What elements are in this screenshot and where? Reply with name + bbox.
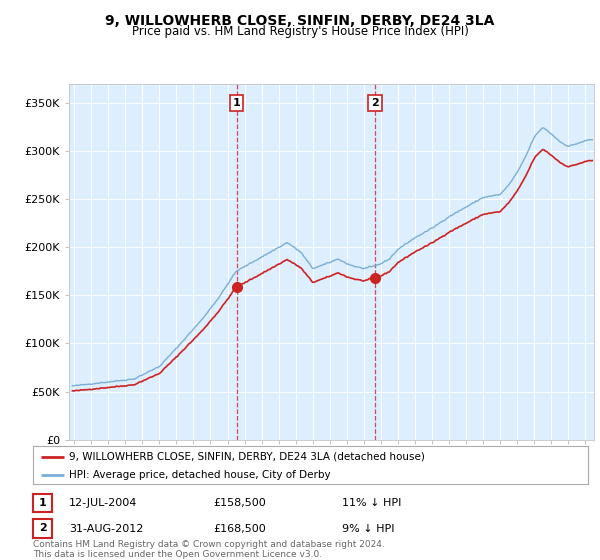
Text: 9, WILLOWHERB CLOSE, SINFIN, DERBY, DE24 3LA: 9, WILLOWHERB CLOSE, SINFIN, DERBY, DE24… (106, 14, 494, 28)
Text: 2: 2 (371, 98, 379, 108)
Text: Price paid vs. HM Land Registry's House Price Index (HPI): Price paid vs. HM Land Registry's House … (131, 25, 469, 38)
Text: 11% ↓ HPI: 11% ↓ HPI (342, 498, 401, 508)
Text: 2: 2 (39, 524, 46, 533)
Text: 1: 1 (233, 98, 241, 108)
Text: 31-AUG-2012: 31-AUG-2012 (69, 524, 143, 534)
Text: HPI: Average price, detached house, City of Derby: HPI: Average price, detached house, City… (69, 470, 331, 480)
Text: 9% ↓ HPI: 9% ↓ HPI (342, 524, 395, 534)
Text: 1: 1 (39, 498, 46, 508)
Text: £168,500: £168,500 (213, 524, 266, 534)
Text: Contains HM Land Registry data © Crown copyright and database right 2024.
This d: Contains HM Land Registry data © Crown c… (33, 540, 385, 559)
Text: £158,500: £158,500 (213, 498, 266, 508)
Text: 9, WILLOWHERB CLOSE, SINFIN, DERBY, DE24 3LA (detached house): 9, WILLOWHERB CLOSE, SINFIN, DERBY, DE24… (69, 451, 425, 461)
Text: 12-JUL-2004: 12-JUL-2004 (69, 498, 137, 508)
